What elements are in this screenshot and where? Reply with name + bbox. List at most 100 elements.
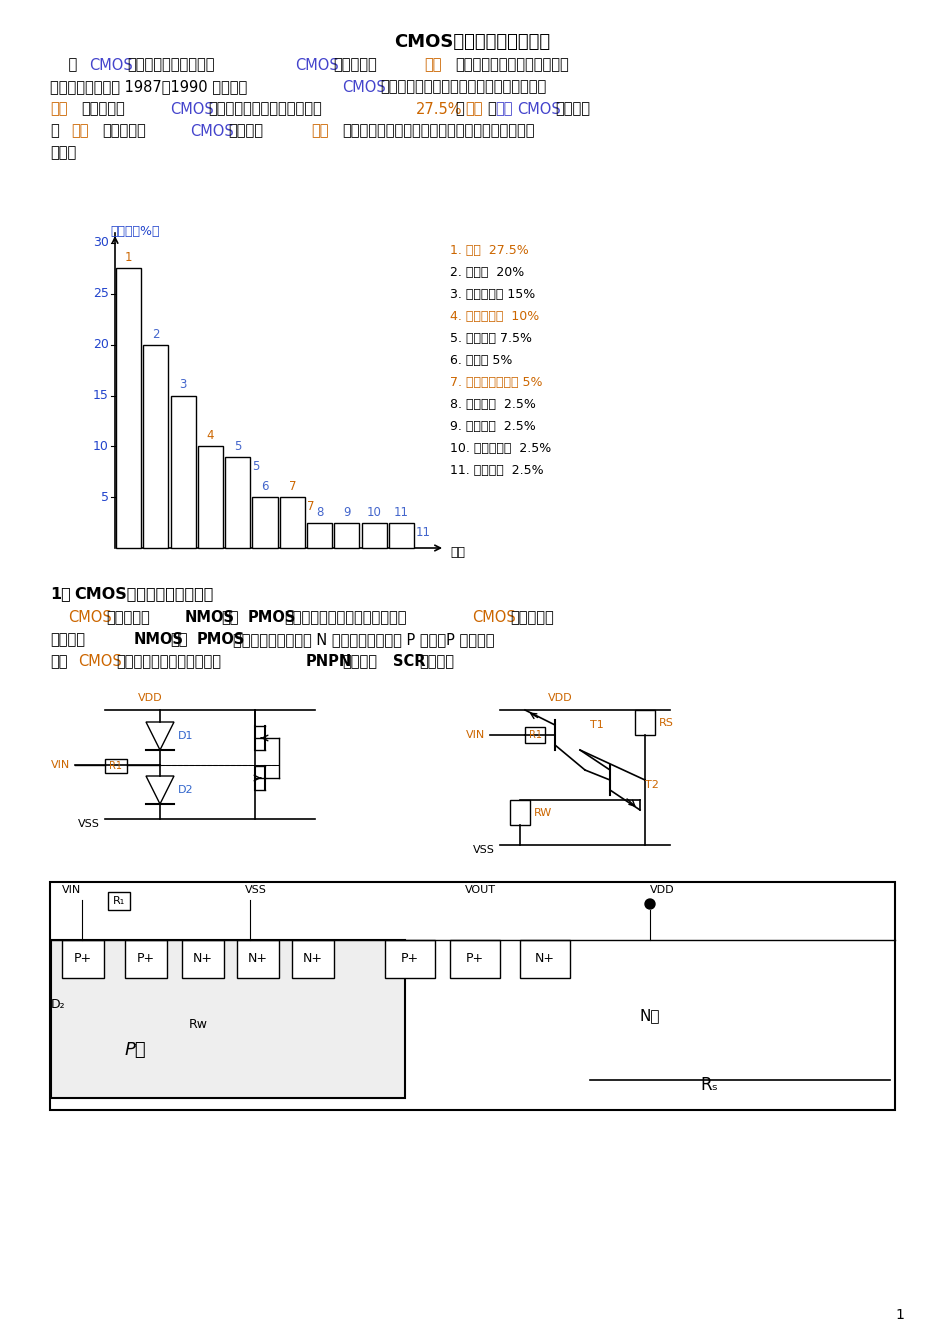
Text: 国空间技术研究院 1987～1990 年卫星用: 国空间技术研究院 1987～1990 年卫星用 <box>50 79 247 95</box>
Text: 7. 测试和使用错误 5%: 7. 测试和使用错误 5% <box>449 376 542 389</box>
Text: CMOS: CMOS <box>89 57 132 72</box>
Text: CMOS: CMOS <box>471 611 515 626</box>
Text: 集成电路不可避免地构成了: 集成电路不可避免地构成了 <box>116 655 221 670</box>
Bar <box>292 940 333 977</box>
Text: 20: 20 <box>93 338 109 352</box>
Bar <box>50 882 894 1110</box>
Text: CMOS: CMOS <box>78 655 122 670</box>
Bar <box>51 940 405 1098</box>
Text: 闩锁: 闩锁 <box>311 123 329 139</box>
Bar <box>362 523 386 548</box>
Text: T2: T2 <box>645 779 658 790</box>
Text: SCR: SCR <box>393 655 425 670</box>
Text: 管和: 管和 <box>170 632 187 647</box>
Text: 机理: 机理 <box>449 547 464 559</box>
Text: D₂: D₂ <box>51 999 65 1012</box>
Text: 4. 金属化缺陷  10%: 4. 金属化缺陷 10% <box>449 309 539 322</box>
Text: 此，: 此， <box>50 655 67 670</box>
Text: 效应造成的: 效应造成的 <box>81 102 125 116</box>
Text: 27.5%: 27.5% <box>415 102 462 116</box>
Text: N+: N+ <box>247 952 268 965</box>
Text: VIN: VIN <box>62 885 81 894</box>
Text: 效应，预防: 效应，预防 <box>102 123 145 139</box>
Text: 管和: 管和 <box>221 611 238 626</box>
Bar <box>108 892 130 910</box>
Text: 7: 7 <box>307 500 314 513</box>
Text: 10: 10 <box>388 525 403 539</box>
Text: CMOS: CMOS <box>190 123 233 139</box>
Text: PNPN: PNPN <box>306 655 352 670</box>
Bar <box>384 940 434 977</box>
Text: CMOS集成电路的闩锁效应: CMOS集成电路的闩锁效应 <box>394 33 549 51</box>
Text: 15: 15 <box>93 389 109 402</box>
Circle shape <box>645 898 654 909</box>
Text: CMOS集成电路的闩锁效应: CMOS集成电路的闩锁效应 <box>74 587 213 602</box>
Text: 3: 3 <box>179 378 187 392</box>
Text: 了解: 了解 <box>495 102 512 116</box>
Text: N+: N+ <box>303 952 323 965</box>
Text: 集成电路由: 集成电路由 <box>106 611 149 626</box>
Bar <box>279 497 305 548</box>
Text: 在: 在 <box>50 57 77 72</box>
Polygon shape <box>145 722 174 750</box>
Text: 11. 静电损伤  2.5%: 11. 静电损伤 2.5% <box>449 464 543 476</box>
Text: 闩锁: 闩锁 <box>71 123 89 139</box>
Text: 管互补构成。在一块芯片上制作: 管互补构成。在一块芯片上制作 <box>284 611 406 626</box>
Text: VOUT: VOUT <box>464 885 496 894</box>
Text: CMOS: CMOS <box>68 611 111 626</box>
Text: 4: 4 <box>207 429 214 443</box>
Text: PMOS: PMOS <box>247 611 296 626</box>
Text: CMOS: CMOS <box>295 57 338 72</box>
Bar <box>125 940 167 977</box>
Bar <box>143 345 168 548</box>
Text: 10. 半导体材料  2.5%: 10. 半导体材料 2.5% <box>449 441 550 455</box>
Bar <box>225 456 250 548</box>
Text: 8. 系统设计  2.5%: 8. 系统设计 2.5% <box>449 397 535 410</box>
Bar <box>307 523 331 548</box>
Text: 闩锁: 闩锁 <box>50 102 67 116</box>
Bar <box>105 759 126 773</box>
Text: 。: 。 <box>454 102 464 116</box>
Text: 9. 外壳沾污  2.5%: 9. 外壳沾污 2.5% <box>449 420 535 432</box>
Text: 5: 5 <box>252 460 260 472</box>
Text: D1: D1 <box>177 731 194 741</box>
Text: 频数比（%）: 频数比（%） <box>110 225 160 238</box>
Text: 效应应特别加以重视。根据中: 效应应特别加以重视。根据中 <box>454 57 568 72</box>
Bar <box>334 523 359 548</box>
Text: 集成电路失效数占总失效数的: 集成电路失效数占总失效数的 <box>208 102 321 116</box>
Text: 为了实现: 为了实现 <box>50 632 85 647</box>
Text: 集成电路: 集成电路 <box>554 102 589 116</box>
Text: 8: 8 <box>315 505 323 519</box>
Text: VIN: VIN <box>51 759 70 770</box>
Text: 10: 10 <box>93 440 109 453</box>
Text: 集成电路的使用中，对: 集成电路的使用中，对 <box>126 57 214 72</box>
Text: 11: 11 <box>394 505 409 519</box>
Text: 1．: 1． <box>50 587 71 602</box>
Text: RS: RS <box>658 718 673 727</box>
Text: VDD: VDD <box>138 693 162 703</box>
Text: P+: P+ <box>400 952 418 965</box>
Text: RW: RW <box>533 808 551 817</box>
Text: Rₛ: Rₛ <box>700 1076 717 1094</box>
Text: D2: D2 <box>177 785 194 796</box>
Bar <box>171 396 195 548</box>
Text: VIN: VIN <box>465 730 484 739</box>
Text: VSS: VSS <box>473 845 495 854</box>
Text: 10: 10 <box>366 505 381 519</box>
Text: 7: 7 <box>288 480 295 493</box>
Text: 30: 30 <box>93 237 109 250</box>
Text: 1. 闩锁  27.5%: 1. 闩锁 27.5% <box>449 243 529 257</box>
Text: VSS: VSS <box>244 885 266 894</box>
Bar <box>525 727 545 743</box>
Text: P+: P+ <box>465 952 483 965</box>
Bar <box>388 523 413 548</box>
Text: N+: N+ <box>534 952 554 965</box>
Text: N+: N+ <box>193 952 212 965</box>
Text: 6: 6 <box>261 480 268 493</box>
Text: R1: R1 <box>110 761 123 771</box>
Bar <box>197 447 223 548</box>
Text: 8: 8 <box>334 525 341 539</box>
Text: CMOS: CMOS <box>170 102 213 116</box>
Text: T1: T1 <box>589 721 603 730</box>
Text: R₁: R₁ <box>112 896 125 906</box>
